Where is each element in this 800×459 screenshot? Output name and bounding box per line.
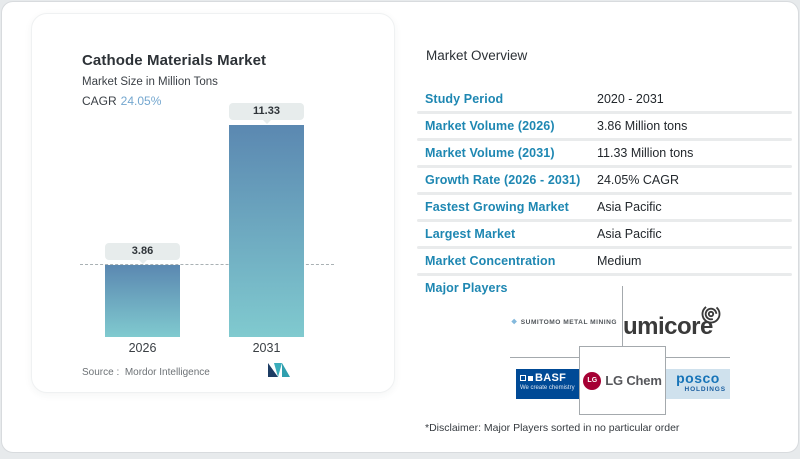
overview-row-label: Largest Market xyxy=(425,227,516,241)
overview-row: Market Concentration Medium xyxy=(417,249,792,273)
overview-row-label: Study Period xyxy=(425,92,504,106)
row-separator xyxy=(417,138,792,141)
overview-row-label: Growth Rate (2026 - 2031) xyxy=(425,173,581,187)
overview-row-value: Medium xyxy=(597,254,642,268)
x-tick-2031: 2031 xyxy=(252,341,281,355)
overview-row: Market Volume (2026) 3.86 Million tons xyxy=(417,114,792,138)
overview-row: Growth Rate (2026 - 2031) 24.05% CAGR xyxy=(417,168,792,192)
umicore-logo: umicore xyxy=(623,313,713,340)
chart-title: Cathode Materials Market xyxy=(82,52,267,69)
lg-monogram-icon: LG xyxy=(583,371,602,390)
logo-grid-vline xyxy=(622,286,623,346)
logo-grid-hline-right xyxy=(664,357,730,358)
posco-wordmark: posco xyxy=(676,370,720,386)
umicore-spiral-icon xyxy=(700,303,722,330)
overview-row-value: 3.86 Million tons xyxy=(597,119,688,133)
source-label: Source : xyxy=(82,367,120,378)
posco-logo: posco HOLDINGS xyxy=(666,369,730,399)
mordor-intelligence-logo-icon xyxy=(267,362,291,383)
overview-row: Study Period 2020 - 2031 xyxy=(417,87,792,111)
basf-tagline: We create chemistry xyxy=(520,385,575,391)
overview-row: Market Volume (2031) 11.33 Million tons xyxy=(417,141,792,165)
bar-value-label: 11.33 xyxy=(253,105,280,117)
lg-chem-wordmark: LG Chem xyxy=(605,373,662,388)
source-line: Source : Mordor Intelligence xyxy=(82,367,210,378)
chip-1: 11.33 xyxy=(229,103,304,124)
basf-wordmark: BASF xyxy=(535,372,567,384)
overview-row-label: Market Volume (2031) xyxy=(425,146,555,160)
overview-row-label: Fastest Growing Market xyxy=(425,200,569,214)
chart-subtitle: Market Size in Million Tons xyxy=(82,76,218,88)
source-name: Mordor Intelligence xyxy=(124,367,210,378)
overview-row: Major Players xyxy=(417,276,792,300)
cagr-value: 24.05% xyxy=(120,94,162,108)
lg-chem-logo: LG LG Chem xyxy=(579,346,666,415)
chip-0: 3.86 xyxy=(105,243,180,264)
overview-row-label: Market Volume (2026) xyxy=(425,119,555,133)
overview-row-label: Market Concentration xyxy=(425,254,556,268)
overview-row-label: Major Players xyxy=(425,281,508,295)
x-tick-2026: 2026 xyxy=(128,341,157,355)
logo-grid-hline-left xyxy=(510,357,579,358)
bar-value-label: 3.86 xyxy=(131,245,154,257)
row-separator xyxy=(417,273,792,276)
sumitomo-wordmark: SUMITOMO METAL MINING xyxy=(520,318,617,326)
sumitomo-diamond-icon: ❖ xyxy=(511,319,518,326)
row-separator xyxy=(417,246,792,249)
basf-square-outline-icon xyxy=(520,375,526,381)
basf-square-solid-icon xyxy=(528,375,533,381)
overview-row-value: 2020 - 2031 xyxy=(597,92,664,106)
reference-dashed-line xyxy=(80,264,334,265)
chart-card: Cathode Materials Market Market Size in … xyxy=(31,13,395,393)
cagr-line: CAGR 24.05% xyxy=(82,94,161,108)
disclaimer-text: *Disclaimer: Major Players sorted in no … xyxy=(425,422,680,434)
row-separator xyxy=(417,192,792,195)
overview-table: Study Period 2020 - 2031 Market Volume (… xyxy=(417,87,792,300)
row-separator xyxy=(417,165,792,168)
overview-row: Largest Market Asia Pacific xyxy=(417,222,792,246)
bar-1 xyxy=(229,125,304,337)
overview-row-value: 24.05% CAGR xyxy=(597,173,679,187)
overview-heading: Market Overview xyxy=(426,48,528,63)
overview-row: Fastest Growing Market Asia Pacific xyxy=(417,195,792,219)
overview-row-value: Asia Pacific xyxy=(597,227,662,241)
cagr-label: CAGR xyxy=(82,94,117,108)
sumitomo-logo: ❖ SUMITOMO METAL MINING xyxy=(511,318,621,327)
posco-holdings-label: HOLDINGS xyxy=(684,386,726,393)
overview-row-value: 11.33 Million tons xyxy=(597,146,694,160)
overview-row-value: Asia Pacific xyxy=(597,200,662,214)
row-separator xyxy=(417,219,792,222)
bar-0 xyxy=(105,265,180,337)
basf-logo: BASF We create chemistry xyxy=(516,369,579,399)
row-separator xyxy=(417,111,792,114)
